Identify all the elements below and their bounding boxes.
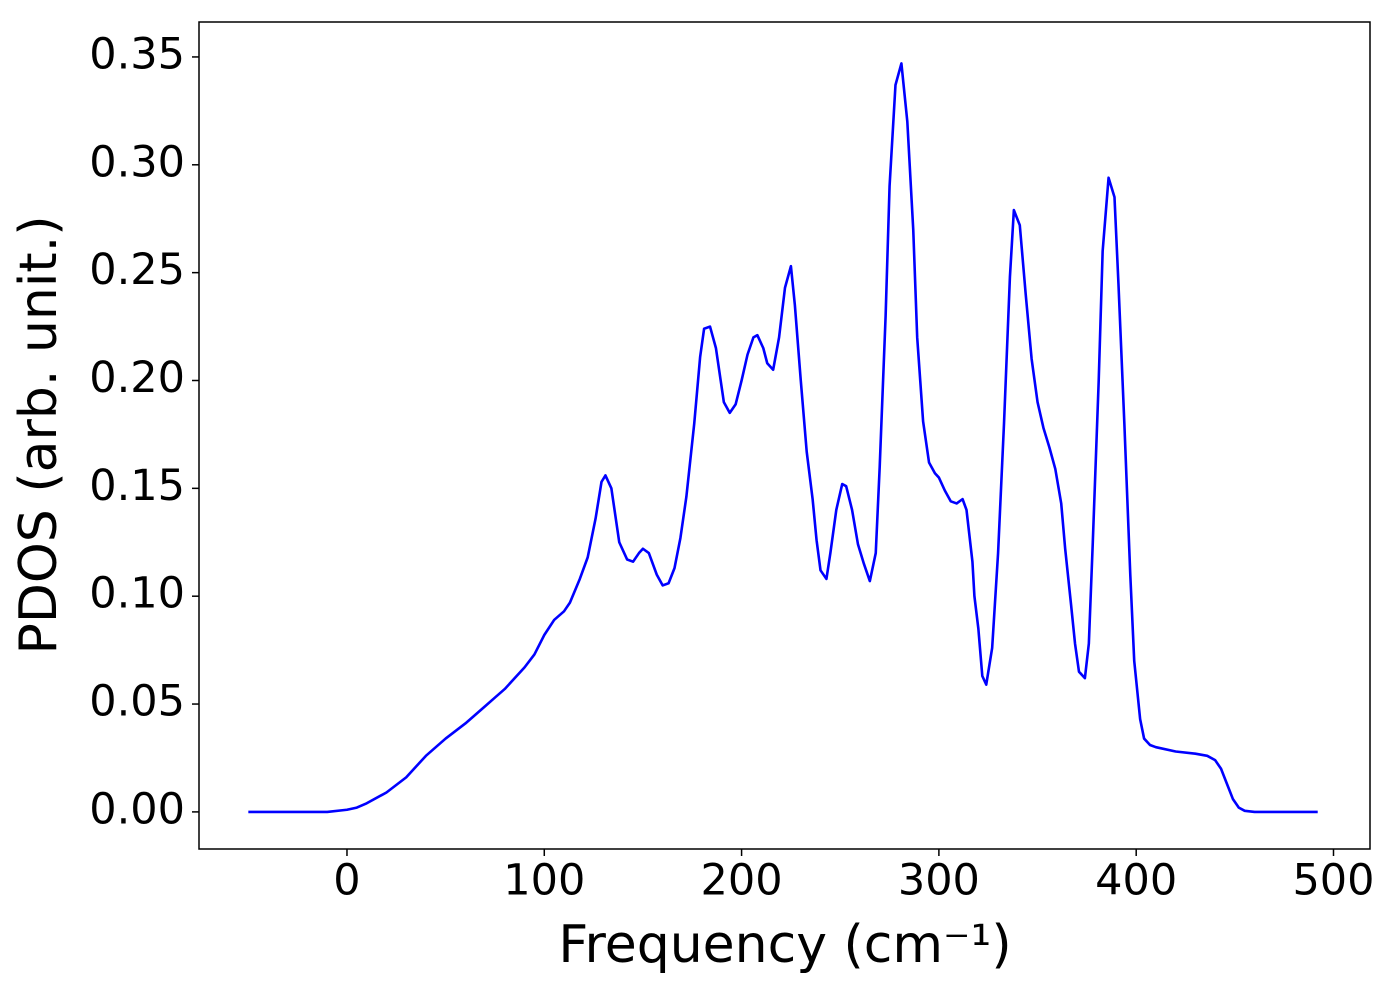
x-tick-label: 0 [333,856,360,906]
y-tick-label: 0.20 [89,353,185,403]
y-axis-label: PDOS (arb. unit.) [9,215,69,654]
y-tick-label: 0.00 [89,784,185,834]
plot-frame [198,21,1371,850]
x-tick-label: 400 [1095,856,1177,906]
x-axis-label: Frequency (cm⁻¹) [558,915,1011,975]
x-tick-label: 200 [701,856,783,906]
y-tick-label: 0.10 [89,569,185,619]
y-tick-label: 0.15 [89,461,185,511]
x-tick-label: 500 [1292,856,1374,906]
y-tick-label: 0.35 [89,29,185,79]
data-line [248,62,1318,814]
y-tick-label: 0.25 [89,245,185,295]
y-tick-label: 0.30 [89,137,185,187]
x-tick-label: 100 [503,856,585,906]
y-tick-label: 0.05 [89,677,185,727]
x-tick-label: 300 [898,856,980,906]
